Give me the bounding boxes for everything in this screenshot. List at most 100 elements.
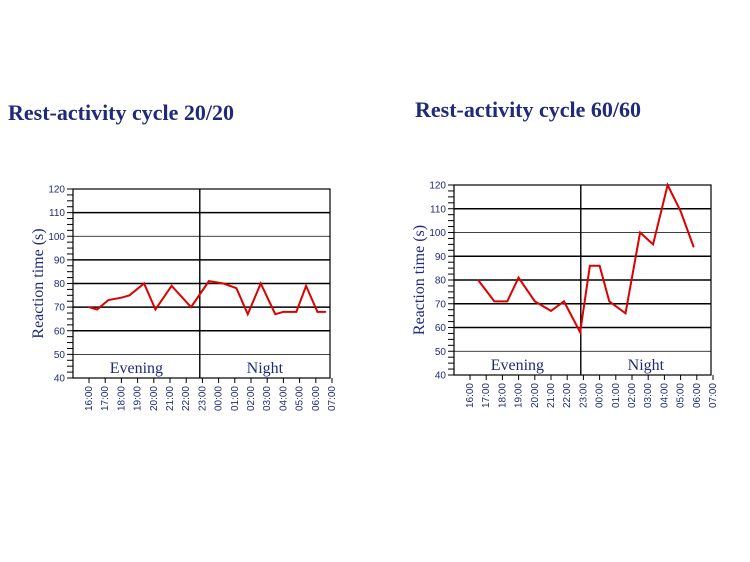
data-point: [170, 285, 173, 287]
x-tick-label: 21:00: [165, 386, 176, 411]
data-point: [282, 311, 285, 313]
x-tick-label: 01:00: [611, 383, 622, 408]
data-point: [579, 331, 581, 334]
chart-title-2: Rest-activity cycle 60/60: [415, 97, 642, 122]
y-tick-label: 100: [429, 228, 446, 239]
x-tick-label: 03:00: [643, 383, 654, 408]
x-tick-label: 04:00: [278, 386, 289, 411]
y-tick-label: 110: [49, 208, 65, 219]
x-tick-label: 18:00: [116, 386, 127, 411]
data-point: [563, 300, 565, 303]
data-point: [550, 310, 552, 312]
data-point: [477, 279, 479, 281]
data-point: [246, 313, 249, 316]
period-label-evening: Evening: [491, 357, 544, 374]
data-point: [624, 312, 627, 315]
data-point: [692, 245, 695, 248]
data-point: [506, 300, 509, 303]
x-tick-label: 19:00: [133, 386, 144, 411]
y-tick-label: 60: [435, 323, 447, 334]
x-tick-label: 22:00: [181, 386, 192, 411]
data-point: [598, 264, 601, 267]
x-tick-label: 18:00: [497, 383, 508, 408]
data-point: [652, 243, 654, 246]
chart-title-1: Rest-activity cycle 20/20: [8, 100, 235, 125]
plot-frame: [453, 184, 712, 376]
data-point: [608, 300, 611, 303]
data-point: [190, 306, 192, 308]
data-point: [208, 280, 210, 282]
data-point: [316, 311, 319, 313]
y-tick-label: 120: [429, 181, 446, 192]
data-point: [493, 300, 496, 303]
data-point: [589, 264, 591, 267]
period-label-night: Night: [247, 360, 284, 377]
x-tick-label: 02:00: [627, 383, 638, 408]
x-tick-label: 21:00: [546, 383, 557, 408]
y-tick-label: 110: [430, 204, 446, 215]
y-tick-label: 100: [48, 232, 65, 243]
data-point: [96, 308, 98, 311]
data-point: [120, 296, 123, 299]
y-tick-label: 40: [54, 374, 66, 385]
x-tick-label: 16:00: [84, 386, 95, 411]
data-point: [324, 311, 327, 313]
x-tick-label: 22:00: [562, 383, 573, 408]
y-tick-label: 60: [54, 326, 66, 337]
y-tick-label: 70: [435, 299, 447, 310]
y-axis-label: Reaction time (s): [411, 225, 428, 335]
x-tick-label: 17:00: [481, 383, 492, 408]
y-tick-label: 40: [435, 371, 447, 382]
data-point: [639, 231, 641, 234]
data-point: [235, 287, 238, 290]
y-tick-label: 50: [54, 350, 66, 361]
x-tick-label: 06:00: [692, 383, 703, 408]
data-point: [295, 311, 298, 313]
y-axis-label: Reaction time (s): [30, 228, 47, 338]
data-point: [154, 308, 157, 311]
x-tick-label: 02:00: [246, 386, 257, 411]
data-point: [305, 285, 307, 287]
plot-frame: [72, 188, 331, 379]
x-tick-label: 23:00: [197, 386, 208, 411]
period-label-evening: Evening: [110, 360, 163, 377]
x-tick-label: 20:00: [149, 386, 160, 411]
x-tick-label: 05:00: [295, 386, 306, 411]
data-point: [666, 184, 669, 186]
y-tick-label: 90: [435, 252, 447, 263]
y-tick-label: 90: [54, 255, 66, 266]
data-point: [88, 306, 90, 308]
data-point: [259, 282, 262, 285]
x-tick-label: 23:00: [578, 383, 589, 408]
x-tick-label: 07:00: [708, 383, 719, 408]
x-tick-label: 00:00: [214, 386, 225, 411]
x-tick-label: 03:00: [262, 386, 273, 411]
period-label-night: Night: [628, 357, 665, 374]
series-line: [477, 182, 695, 336]
x-tick-label: 05:00: [676, 383, 687, 408]
x-tick-label: 16:00: [465, 383, 476, 408]
data-point: [222, 282, 225, 285]
x-tick-label: 17:00: [100, 386, 111, 411]
series-line: [88, 280, 326, 317]
x-tick-label: 19:00: [514, 383, 525, 408]
data-point: [143, 282, 145, 285]
y-tick-label: 80: [435, 276, 447, 287]
y-tick-label: 120: [48, 185, 65, 196]
data-point: [274, 313, 277, 316]
data-point: [679, 210, 682, 212]
data-point: [128, 294, 131, 297]
data-point: [107, 299, 110, 301]
y-tick-label: 70: [54, 303, 66, 314]
data-point: [534, 300, 536, 303]
x-tick-label: 06:00: [311, 386, 322, 411]
y-tick-label: 80: [54, 279, 66, 290]
data-point: [517, 276, 520, 279]
y-tick-label: 50: [435, 347, 447, 358]
x-tick-label: 07:00: [327, 386, 338, 411]
x-tick-label: 20:00: [530, 383, 541, 408]
x-tick-label: 00:00: [595, 383, 606, 408]
x-tick-label: 04:00: [659, 383, 670, 408]
